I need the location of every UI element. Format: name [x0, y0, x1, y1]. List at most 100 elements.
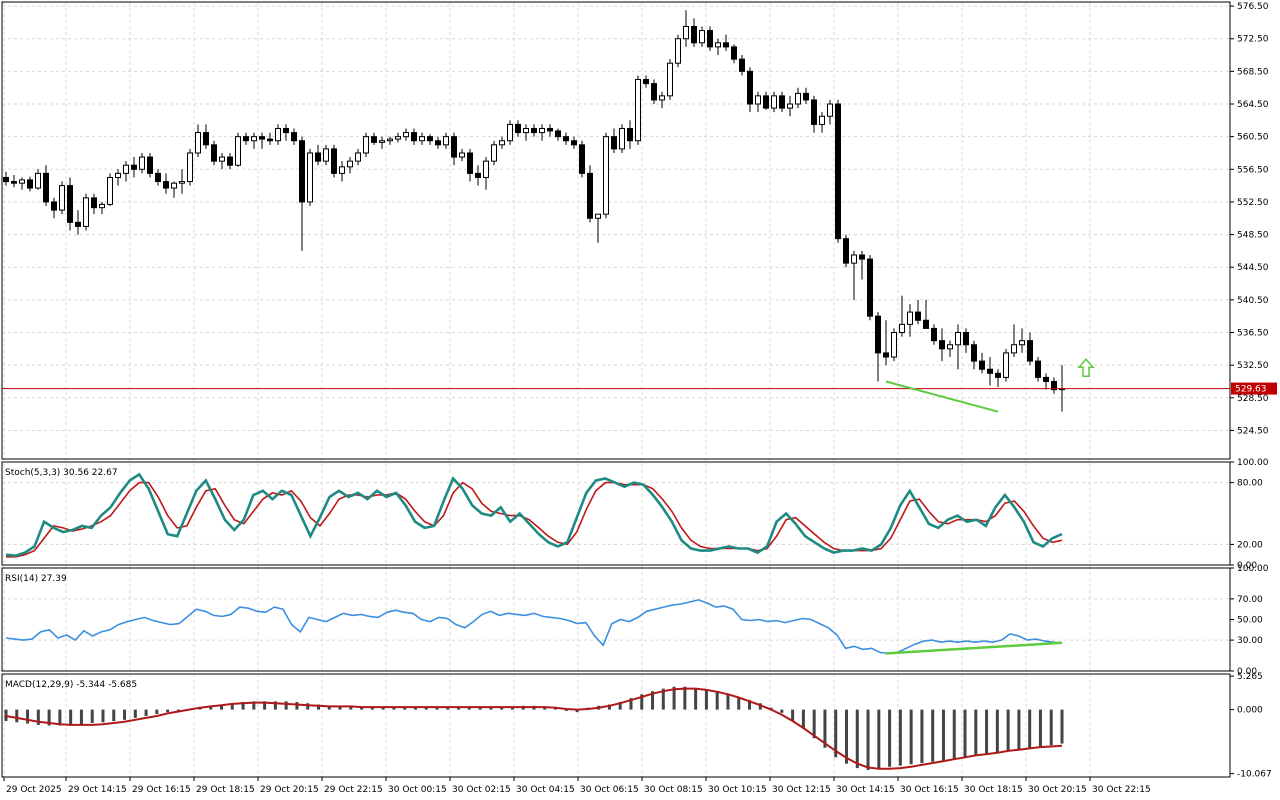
- candle-body[interactable]: [147, 156, 153, 174]
- candle-body[interactable]: [619, 127, 625, 150]
- candle-body[interactable]: [491, 144, 497, 162]
- candle-body[interactable]: [395, 136, 401, 140]
- candle-body[interactable]: [203, 132, 209, 146]
- candle-body[interactable]: [155, 172, 161, 183]
- candle-body[interactable]: [123, 164, 129, 174]
- candle-body[interactable]: [347, 160, 353, 168]
- candle-body[interactable]: [1043, 376, 1049, 382]
- candle-body[interactable]: [867, 258, 873, 317]
- candle-body[interactable]: [963, 332, 969, 346]
- candle-body[interactable]: [1035, 360, 1041, 378]
- candle-body[interactable]: [323, 148, 329, 162]
- candle-body[interactable]: [179, 181, 185, 184]
- candle-body[interactable]: [531, 127, 537, 134]
- candle-body[interactable]: [755, 95, 761, 105]
- candle-body[interactable]: [411, 132, 417, 142]
- candle-body[interactable]: [211, 144, 217, 162]
- candle-body[interactable]: [75, 221, 81, 227]
- candle-body[interactable]: [827, 103, 833, 117]
- candle-body[interactable]: [499, 140, 505, 146]
- candle-body[interactable]: [1019, 340, 1025, 346]
- candle-body[interactable]: [219, 156, 225, 162]
- candle-body[interactable]: [595, 213, 601, 219]
- candle-body[interactable]: [763, 95, 769, 109]
- candle-body[interactable]: [803, 92, 809, 101]
- candle-body[interactable]: [43, 172, 49, 203]
- candle-body[interactable]: [163, 181, 169, 189]
- candle-body[interactable]: [307, 152, 313, 203]
- candle-body[interactable]: [955, 332, 961, 346]
- candle-body[interactable]: [747, 70, 753, 105]
- candle-body[interactable]: [451, 136, 457, 158]
- candle-body[interactable]: [195, 132, 201, 154]
- candle-body[interactable]: [627, 127, 633, 142]
- candle-body[interactable]: [667, 62, 673, 97]
- candle-body[interactable]: [19, 179, 25, 184]
- candle-body[interactable]: [435, 140, 441, 146]
- candle-body[interactable]: [611, 136, 617, 150]
- candle-body[interactable]: [387, 138, 393, 142]
- candle-body[interactable]: [891, 332, 897, 358]
- candle-body[interactable]: [275, 127, 281, 142]
- candle-body[interactable]: [947, 344, 953, 350]
- candle-body[interactable]: [715, 42, 721, 48]
- candle-body[interactable]: [771, 95, 777, 109]
- candle-body[interactable]: [523, 127, 529, 134]
- candle-body[interactable]: [507, 123, 513, 142]
- candle-body[interactable]: [299, 140, 305, 203]
- candle-body[interactable]: [587, 172, 593, 219]
- candle-body[interactable]: [459, 152, 465, 158]
- candle-body[interactable]: [843, 238, 849, 264]
- candle-body[interactable]: [419, 136, 425, 142]
- candle-body[interactable]: [723, 42, 729, 48]
- candle-body[interactable]: [227, 156, 233, 166]
- stochastic-panel[interactable]: [5, 472, 1063, 558]
- candle-body[interactable]: [579, 144, 585, 174]
- candle-body[interactable]: [315, 152, 321, 162]
- candle-body[interactable]: [27, 179, 33, 189]
- candle-body[interactable]: [691, 25, 697, 44]
- candle-body[interactable]: [851, 254, 857, 264]
- candle-body[interactable]: [363, 136, 369, 154]
- candle-body[interactable]: [699, 30, 705, 44]
- candle-body[interactable]: [403, 132, 409, 138]
- candle-body[interactable]: [859, 254, 865, 260]
- candle-body[interactable]: [1027, 340, 1033, 362]
- candle-body[interactable]: [675, 38, 681, 64]
- candle-body[interactable]: [483, 160, 489, 178]
- candle-body[interactable]: [563, 136, 569, 142]
- candle-body[interactable]: [131, 164, 137, 170]
- candle-body[interactable]: [235, 136, 241, 166]
- price-panel[interactable]: [2, 10, 1230, 413]
- candle-body[interactable]: [99, 203, 105, 209]
- candle-body[interactable]: [939, 340, 945, 350]
- candle-body[interactable]: [811, 99, 817, 125]
- candle-body[interactable]: [571, 140, 577, 146]
- candle-body[interactable]: [379, 140, 385, 143]
- candle-body[interactable]: [355, 152, 361, 162]
- candle-body[interactable]: [555, 130, 561, 138]
- candle-body[interactable]: [107, 176, 113, 205]
- candle-body[interactable]: [443, 136, 449, 146]
- candle-body[interactable]: [915, 311, 921, 321]
- candle-body[interactable]: [995, 372, 1001, 378]
- candle-body[interactable]: [67, 185, 73, 223]
- candle-body[interactable]: [467, 152, 473, 174]
- candle-body[interactable]: [883, 352, 889, 358]
- candle-body[interactable]: [659, 95, 665, 101]
- candle-body[interactable]: [819, 115, 825, 125]
- candle-body[interactable]: [115, 172, 121, 178]
- candle-body[interactable]: [83, 197, 89, 227]
- candle-body[interactable]: [259, 136, 265, 140]
- candle-body[interactable]: [707, 30, 713, 48]
- candle-body[interactable]: [731, 46, 737, 60]
- candle-body[interactable]: [243, 136, 249, 142]
- candle-body[interactable]: [427, 136, 433, 142]
- rsi-panel[interactable]: [5, 599, 1063, 655]
- candle-body[interactable]: [651, 83, 657, 101]
- candle-body[interactable]: [603, 136, 609, 215]
- candle-body[interactable]: [987, 368, 993, 374]
- candle-body[interactable]: [339, 166, 345, 174]
- macd-panel[interactable]: [4, 686, 1064, 771]
